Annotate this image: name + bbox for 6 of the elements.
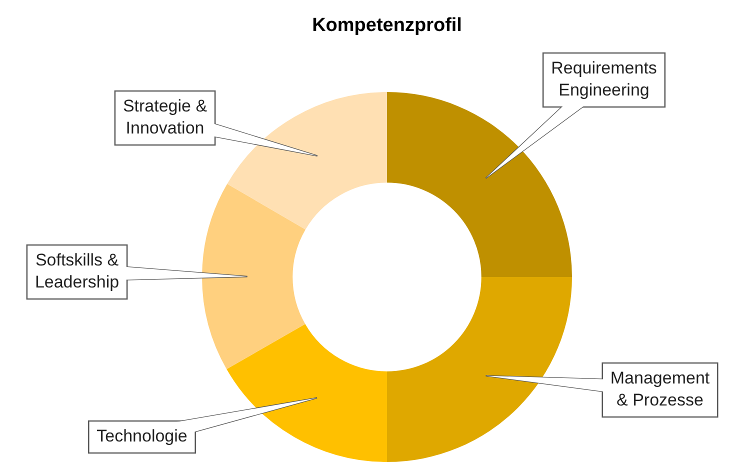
slice-label: Technologie <box>96 426 188 446</box>
slice-label: Requirements Engineering <box>551 58 657 100</box>
slice-label: Management & Prozesse <box>610 368 710 410</box>
chart-title: Kompetenzprofil <box>312 15 462 36</box>
slice-label: Softskills & Leadership <box>34 250 120 292</box>
slice-label: Strategie & Innovation <box>122 96 208 138</box>
